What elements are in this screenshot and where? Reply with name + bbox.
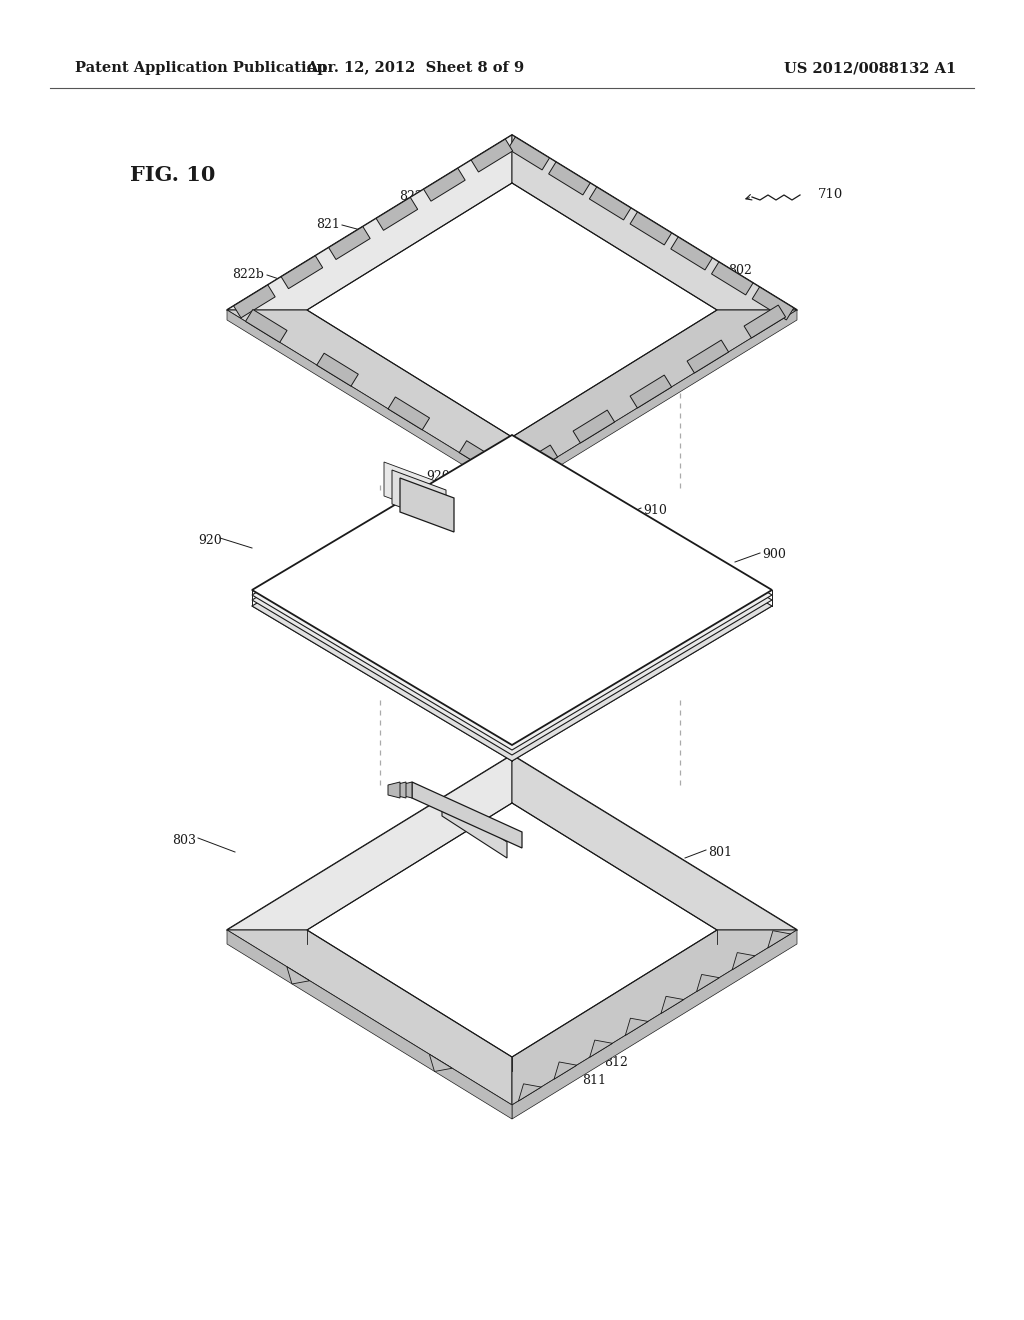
- Polygon shape: [400, 478, 454, 532]
- Polygon shape: [512, 310, 797, 484]
- Polygon shape: [252, 440, 772, 750]
- Text: 822a: 822a: [432, 236, 464, 249]
- Text: 622a: 622a: [248, 298, 279, 312]
- Text: 900: 900: [762, 549, 785, 561]
- Polygon shape: [252, 436, 772, 744]
- Text: 822b: 822b: [232, 268, 264, 281]
- Text: 821: 821: [316, 219, 340, 231]
- Text: 811: 811: [612, 371, 636, 384]
- Polygon shape: [549, 162, 590, 195]
- Polygon shape: [316, 354, 358, 387]
- Polygon shape: [388, 781, 400, 799]
- Text: 710: 710: [818, 189, 843, 202]
- Polygon shape: [512, 310, 797, 495]
- Polygon shape: [512, 135, 797, 310]
- Polygon shape: [696, 974, 719, 991]
- Polygon shape: [388, 397, 429, 430]
- Polygon shape: [512, 931, 797, 1119]
- Text: 920: 920: [198, 533, 222, 546]
- Polygon shape: [518, 1084, 542, 1101]
- Text: 812: 812: [604, 1056, 628, 1068]
- Polygon shape: [252, 451, 772, 762]
- Polygon shape: [516, 445, 558, 478]
- Polygon shape: [712, 261, 753, 294]
- Polygon shape: [424, 168, 465, 201]
- Polygon shape: [671, 238, 713, 269]
- Polygon shape: [227, 310, 512, 495]
- Polygon shape: [460, 441, 501, 474]
- Polygon shape: [660, 997, 684, 1014]
- Polygon shape: [471, 139, 513, 172]
- Polygon shape: [768, 931, 791, 948]
- Polygon shape: [282, 256, 323, 289]
- Polygon shape: [512, 755, 797, 931]
- Polygon shape: [394, 781, 406, 799]
- Polygon shape: [400, 781, 412, 799]
- Polygon shape: [227, 135, 797, 484]
- Text: 812: 812: [632, 355, 656, 368]
- Polygon shape: [227, 310, 512, 484]
- Text: 803: 803: [172, 833, 196, 846]
- Polygon shape: [573, 411, 614, 444]
- Polygon shape: [227, 931, 512, 1105]
- Text: Patent Application Publication: Patent Application Publication: [75, 61, 327, 75]
- Polygon shape: [227, 135, 512, 310]
- Polygon shape: [246, 309, 287, 342]
- Text: 920: 920: [426, 470, 450, 483]
- Polygon shape: [233, 285, 275, 318]
- Polygon shape: [252, 445, 772, 755]
- Text: 811: 811: [582, 1073, 606, 1086]
- Text: Apr. 12, 2012  Sheet 8 of 9: Apr. 12, 2012 Sheet 8 of 9: [306, 61, 524, 75]
- Polygon shape: [227, 755, 512, 931]
- Polygon shape: [376, 198, 418, 231]
- Polygon shape: [329, 227, 370, 260]
- Polygon shape: [753, 286, 794, 319]
- Text: 910: 910: [643, 503, 667, 516]
- Text: 802: 802: [728, 264, 752, 276]
- Text: 801: 801: [708, 846, 732, 858]
- Polygon shape: [412, 781, 522, 847]
- Polygon shape: [630, 375, 672, 408]
- Polygon shape: [687, 341, 729, 374]
- Polygon shape: [442, 800, 507, 858]
- Text: US 2012/0088132 A1: US 2012/0088132 A1: [784, 61, 956, 75]
- Text: 804: 804: [428, 796, 452, 809]
- Polygon shape: [626, 1018, 648, 1035]
- Polygon shape: [392, 470, 446, 524]
- Text: FIG. 10: FIG. 10: [130, 165, 215, 185]
- Polygon shape: [630, 213, 672, 246]
- Polygon shape: [227, 755, 797, 1105]
- Polygon shape: [429, 1055, 453, 1072]
- Polygon shape: [554, 1063, 577, 1080]
- Text: 822b: 822b: [399, 190, 431, 202]
- Polygon shape: [744, 305, 785, 338]
- Polygon shape: [590, 1040, 612, 1057]
- Polygon shape: [384, 462, 438, 516]
- Polygon shape: [508, 137, 550, 170]
- Polygon shape: [590, 187, 631, 220]
- Polygon shape: [512, 931, 797, 1105]
- Polygon shape: [287, 966, 309, 983]
- Polygon shape: [732, 953, 755, 970]
- Polygon shape: [227, 931, 512, 1119]
